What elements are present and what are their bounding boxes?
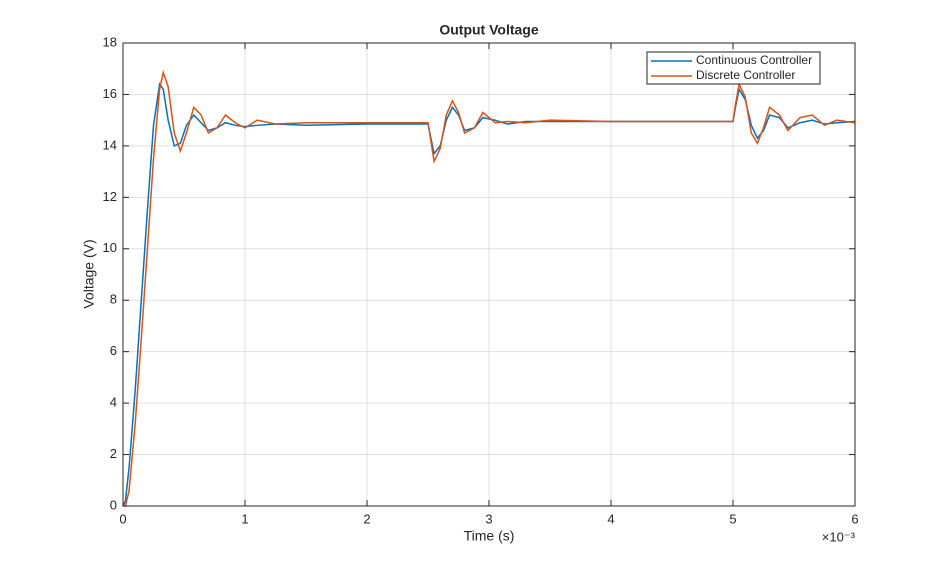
series-line	[123, 69, 856, 507]
y-tick-label: 10	[103, 240, 117, 255]
x-tick-label: 0	[119, 511, 126, 526]
y-tick-label: 14	[103, 137, 117, 152]
x-tick-label: 3	[485, 511, 492, 526]
legend-label: Discrete Controller	[696, 68, 795, 82]
y-tick-label: 16	[103, 86, 117, 101]
x-tick-label: 6	[851, 511, 858, 526]
y-tick-label: 8	[110, 292, 117, 307]
x-multiplier: ×10⁻³	[822, 529, 856, 544]
x-tick-label: 1	[241, 511, 248, 526]
x-tick-label: 2	[363, 511, 370, 526]
y-tick-label: 6	[110, 343, 117, 358]
chart-title: Output Voltage	[439, 22, 538, 38]
y-tick-label: 4	[110, 395, 117, 410]
legend-label: Continuous Controller	[696, 53, 812, 67]
x-tick-label: 5	[729, 511, 736, 526]
y-tick-label: 0	[110, 497, 117, 512]
legend-box	[646, 51, 821, 85]
y-tick-label: 12	[103, 189, 117, 204]
y-tick-label: 2	[110, 446, 117, 461]
y-axis-label: Voltage (V)	[81, 239, 97, 308]
x-axis-label: Time (s)	[464, 528, 515, 544]
y-tick-label: 18	[103, 34, 117, 49]
x-tick-label: 4	[607, 511, 614, 526]
